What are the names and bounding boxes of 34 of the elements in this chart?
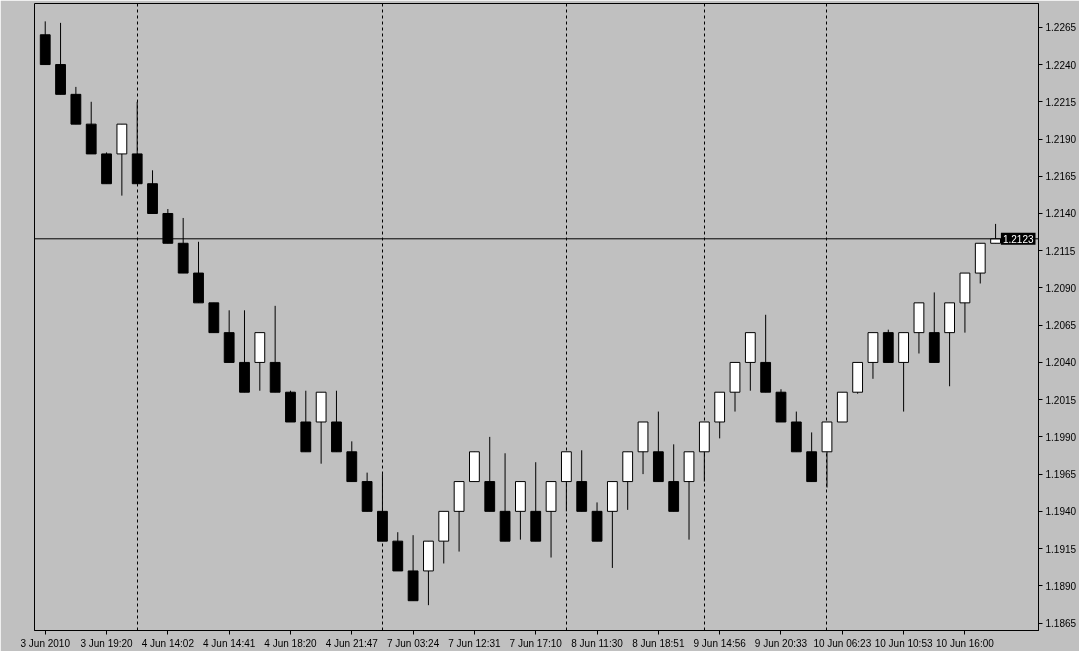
x-tick-label: 3 Jun 19:20 [80,637,134,649]
y-tick-label: 1.1865 [1045,618,1077,630]
x-tick-label: 10 Jun 10:53 [874,637,933,649]
x-tick-label: 10 Jun 06:23 [813,637,872,649]
y-tick-label: 1.2115 [1045,245,1076,257]
x-tick-label: 9 Jun 20:33 [754,637,808,649]
ref-line-label: 1.2123 [1002,233,1034,245]
y-tick-label: 1.2215 [1045,96,1077,108]
x-tick-label: 3 Jun 2010 [20,637,71,649]
x-tick-label: 4 Jun 14:02 [141,637,195,649]
y-tick-label: 1.2065 [1045,320,1077,332]
x-tick-label: 7 Jun 12:31 [448,637,501,649]
y-tick-label: 1.2240 [1045,59,1077,71]
y-tick-label: 1.2040 [1045,357,1077,369]
y-tick-label: 1.2265 [1045,22,1077,34]
y-tick-label: 1.2190 [1045,134,1077,146]
x-tick-label: 8 Jun 18:51 [632,637,685,649]
y-tick-label: 1.1940 [1045,506,1077,518]
x-tick-label: 10 Jun 16:00 [936,637,995,649]
y-tick-label: 1.2015 [1045,394,1077,406]
y-tick-label: 1.1990 [1045,431,1077,443]
x-tick-label: 7 Jun 17:10 [509,637,563,649]
x-tick-label: 8 Jun 11:30 [571,637,624,649]
x-tick-label: 4 Jun 18:20 [264,637,318,649]
y-tick-label: 1.2090 [1045,282,1077,294]
x-tick-label: 9 Jun 14:56 [693,637,747,649]
y-tick-label: 1.1890 [1045,580,1077,592]
y-tick-label: 1.2140 [1045,208,1077,220]
x-tick-label: 4 Jun 21:47 [325,637,379,649]
y-tick-label: 1.1915 [1045,543,1077,555]
x-tick-label: 7 Jun 03:24 [386,637,440,649]
y-tick-label: 1.1965 [1045,469,1077,481]
x-tick-label: 4 Jun 14:41 [203,637,256,649]
y-tick-label: 1.2165 [1045,171,1077,183]
